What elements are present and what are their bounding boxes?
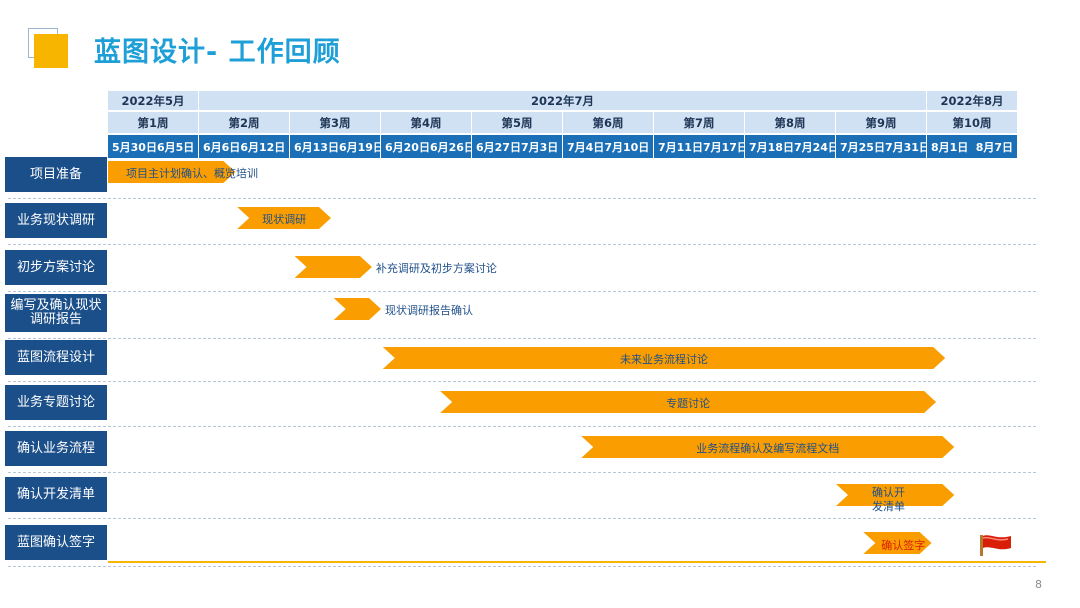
row-separator xyxy=(8,426,1036,427)
date-start: 7月4日 xyxy=(567,140,605,154)
task-bar-label: 专题讨论 xyxy=(666,397,711,410)
task-bar xyxy=(581,436,954,458)
task-label: 项目准备 xyxy=(5,157,107,192)
task-bar xyxy=(334,298,381,320)
date-end: 7月3日 xyxy=(520,140,559,154)
row-separator xyxy=(8,338,1036,339)
date-range: 6月27日 7月3日 xyxy=(472,135,563,158)
row-separator xyxy=(8,244,1036,245)
task-bar xyxy=(836,484,954,506)
date-end: 6月19日 xyxy=(338,140,384,154)
date-end: 6月26日 xyxy=(429,140,475,154)
row-separator xyxy=(8,472,1036,473)
task-bar-label: 确认开发清单 xyxy=(872,486,905,513)
date-start: 8月1日 xyxy=(931,140,969,154)
row-separator xyxy=(8,566,1036,567)
week-header: 第8周 xyxy=(745,112,836,134)
page-number: 8 xyxy=(1035,578,1042,591)
date-end: 6月5日 xyxy=(156,140,195,154)
week-header: 第2周 xyxy=(199,112,290,134)
task-label: 确认开发清单 xyxy=(5,477,107,512)
task-bar xyxy=(440,391,936,413)
week-header: 第9周 xyxy=(836,112,927,134)
date-range: 6月20日 6月26日 xyxy=(381,135,475,158)
month-header: 2022年8月 xyxy=(927,91,1018,111)
task-bar xyxy=(108,161,235,183)
date-end: 8月7日 xyxy=(975,140,1013,154)
month-header: 2022年5月 xyxy=(108,91,199,111)
row-separator xyxy=(8,381,1036,382)
date-start: 6月6日 xyxy=(203,140,241,154)
date-start: 6月27日 xyxy=(476,140,521,154)
row-separator xyxy=(8,518,1036,519)
date-range: 8月1日 8月7日 xyxy=(927,135,1018,158)
task-bar-label: 业务流程确认及编写流程文档 xyxy=(696,442,840,455)
task-bar xyxy=(295,256,372,278)
task-bar-label: 未来业务流程讨论 xyxy=(620,353,708,366)
week-header: 第6周 xyxy=(563,112,654,134)
week-header: 第5周 xyxy=(472,112,563,134)
task-bar-label: 补充调研及初步方案讨论 xyxy=(375,262,497,275)
task-bar-label: 现状调研报告确认 xyxy=(385,304,473,317)
week-header: 第1周 xyxy=(108,112,199,134)
task-bar-label: 项目主计划确认、概览培训 xyxy=(126,167,258,180)
task-label: 蓝图确认签字 xyxy=(5,525,107,560)
week-header: 第10周 xyxy=(927,112,1018,134)
date-range: 6月6日 6月12日 xyxy=(199,135,290,158)
date-end: 7月17日 xyxy=(702,140,748,154)
task-bar-label: 确认签字 xyxy=(881,539,926,552)
task-bar xyxy=(863,532,931,554)
date-start: 5月30日 xyxy=(112,140,157,154)
row-separator xyxy=(8,291,1036,292)
date-range: 7月11日 7月17日 xyxy=(654,135,748,158)
task-label: 蓝图流程设计 xyxy=(5,340,107,375)
date-range: 6月13日 6月19日 xyxy=(290,135,384,158)
date-start: 6月13日 xyxy=(294,140,339,154)
date-range: 5月30日 6月5日 xyxy=(108,135,199,158)
date-range: 7月4日 7月10日 xyxy=(563,135,654,158)
task-label: 业务现状调研 xyxy=(5,203,107,238)
date-end: 7月10日 xyxy=(604,140,650,154)
task-label: 业务专题讨论 xyxy=(5,385,107,420)
date-range: 7月25日 7月31日 xyxy=(836,135,930,158)
task-label: 确认业务流程 xyxy=(5,431,107,466)
task-bar xyxy=(383,347,945,369)
week-header: 第4周 xyxy=(381,112,472,134)
week-header: 第7周 xyxy=(654,112,745,134)
flag-icon xyxy=(980,535,1011,556)
date-end: 7月24日 xyxy=(793,140,839,154)
task-label: 编写及确认现状调研报告 xyxy=(5,294,107,332)
logo-square xyxy=(34,34,68,68)
date-start: 7月25日 xyxy=(840,140,885,154)
date-start: 6月20日 xyxy=(385,140,430,154)
task-label: 初步方案讨论 xyxy=(5,250,107,285)
date-start: 7月11日 xyxy=(658,140,703,154)
task-bar xyxy=(237,207,331,229)
task-bar-label: 现状调研 xyxy=(262,213,307,226)
date-range: 7月18日 7月24日 xyxy=(745,135,839,158)
month-header: 2022年7月 xyxy=(199,91,927,111)
row-separator xyxy=(8,198,1036,199)
timeline-end-line xyxy=(108,561,1046,563)
date-end: 6月12日 xyxy=(240,140,286,154)
date-end: 7月31日 xyxy=(884,140,930,154)
date-start: 7月18日 xyxy=(749,140,794,154)
page-title: 蓝图设计- 工作回顾 xyxy=(94,37,341,68)
week-header: 第3周 xyxy=(290,112,381,134)
